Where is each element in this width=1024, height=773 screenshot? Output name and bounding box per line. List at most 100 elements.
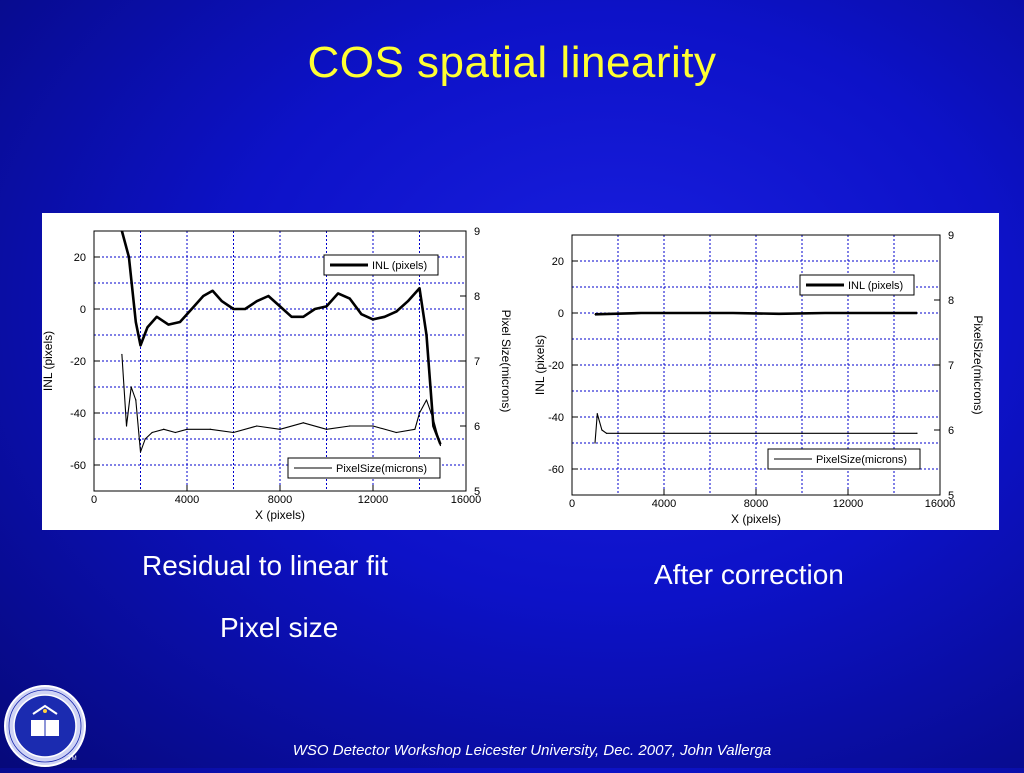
trademark-mark: TM bbox=[68, 756, 77, 762]
caption-pixel-size: Pixel size bbox=[220, 612, 339, 643]
data-point bbox=[302, 316, 304, 318]
y-tick-label: -60 bbox=[70, 460, 86, 472]
data-point bbox=[372, 425, 374, 427]
data-point bbox=[418, 287, 421, 289]
data-point bbox=[778, 313, 780, 315]
legend-box bbox=[323, 254, 439, 276]
y2-axis-label: Pixel Size(microns) bbox=[499, 310, 513, 413]
charts-svg: 0 4000 8000 12000 16000 20 0 -20 -40 -60 9 8 7 6 5 X (p… bbox=[42, 226, 985, 526]
legend-label: PixelSize(microns) bbox=[336, 463, 427, 475]
y-tick-label: 20 bbox=[552, 256, 564, 268]
series-line-pixel-size bbox=[121, 354, 441, 453]
series-line-inl bbox=[594, 311, 917, 316]
data-point bbox=[395, 431, 397, 434]
data-point bbox=[916, 312, 918, 314]
y2-tick-label: 7 bbox=[474, 356, 480, 368]
data-point bbox=[709, 432, 711, 434]
data-point bbox=[139, 451, 142, 453]
x-tick-label: 0 bbox=[91, 494, 97, 506]
data-point bbox=[135, 321, 137, 323]
series-line-pixel-size bbox=[594, 413, 917, 444]
y-tick-label: -40 bbox=[548, 412, 564, 424]
data-point bbox=[121, 230, 123, 232]
y2-tick-label: 5 bbox=[948, 490, 954, 502]
data-point bbox=[174, 431, 176, 434]
data-point bbox=[418, 412, 421, 414]
data-point bbox=[191, 308, 193, 310]
data-point bbox=[151, 431, 153, 434]
data-point bbox=[186, 428, 188, 430]
data-point bbox=[325, 428, 328, 430]
data-point bbox=[267, 295, 269, 297]
data-point bbox=[439, 444, 442, 447]
y-tick-label: 0 bbox=[80, 304, 86, 316]
data-point bbox=[325, 305, 328, 307]
data-point bbox=[139, 344, 142, 346]
data-point bbox=[686, 312, 688, 314]
data-point bbox=[167, 324, 169, 326]
data-point bbox=[232, 431, 235, 434]
data-point bbox=[221, 300, 223, 302]
data-point bbox=[156, 316, 158, 318]
data-point bbox=[801, 432, 803, 434]
data-point bbox=[425, 334, 428, 336]
data-point bbox=[893, 432, 895, 434]
university-seal-icon bbox=[3, 684, 87, 773]
data-point bbox=[372, 318, 374, 320]
data-point bbox=[279, 428, 281, 430]
data-point bbox=[432, 425, 435, 427]
data-point bbox=[594, 442, 596, 444]
y-tick-label: -20 bbox=[548, 360, 564, 372]
y2-tick-label: 8 bbox=[948, 295, 954, 307]
legend-box bbox=[767, 448, 921, 470]
x-tick-label: 8000 bbox=[268, 494, 292, 506]
legend-label: INL (pixels) bbox=[372, 260, 427, 272]
data-point bbox=[302, 422, 304, 424]
x-tick-label: 4000 bbox=[175, 494, 199, 506]
x-tick-label: 16000 bbox=[451, 494, 482, 506]
y2-tick-label: 6 bbox=[474, 421, 480, 433]
x-tick-label: 8000 bbox=[744, 498, 768, 510]
legend-box bbox=[799, 274, 915, 296]
y2-tick-label: 6 bbox=[948, 425, 954, 437]
data-point bbox=[640, 312, 642, 314]
slide-title: COS spatial linearity bbox=[307, 38, 717, 87]
data-point bbox=[755, 432, 757, 434]
data-point bbox=[425, 399, 428, 401]
data-point bbox=[232, 308, 235, 310]
x-tick-label: 0 bbox=[569, 498, 575, 510]
data-point bbox=[601, 429, 603, 431]
data-point bbox=[596, 413, 598, 415]
data-point bbox=[144, 438, 146, 440]
y2-axis-label: PixelSize(microns) bbox=[971, 315, 985, 414]
data-point bbox=[244, 308, 246, 310]
data-point bbox=[121, 353, 123, 356]
charts-panel: 0 4000 8000 12000 16000 20 0 -20 -40 -60 9 8 7 6 5 X (p… bbox=[42, 213, 999, 530]
data-point bbox=[414, 428, 416, 430]
data-point bbox=[291, 316, 293, 318]
caption-residual: Residual to linear fit bbox=[142, 550, 388, 581]
data-point bbox=[916, 432, 918, 434]
y-tick-label: -60 bbox=[548, 464, 564, 476]
data-point bbox=[256, 425, 258, 427]
y2-tick-label: 8 bbox=[474, 291, 480, 303]
data-point bbox=[360, 313, 362, 315]
data-point bbox=[125, 425, 128, 427]
legend-label: PixelSize(microns) bbox=[816, 454, 907, 466]
y2-tick-label: 5 bbox=[474, 486, 480, 498]
x-axis-label: X (pixels) bbox=[731, 512, 781, 526]
data-point bbox=[732, 312, 734, 314]
y-axis-label: INL (pixels) bbox=[42, 331, 55, 391]
y2-tick-label: 9 bbox=[948, 230, 954, 242]
y-tick-label: -20 bbox=[70, 356, 86, 368]
data-point bbox=[432, 418, 435, 421]
legend-box bbox=[287, 457, 441, 479]
data-point bbox=[211, 290, 214, 292]
data-point bbox=[179, 321, 181, 323]
x-tick-label: 16000 bbox=[925, 498, 956, 510]
data-point bbox=[135, 399, 137, 401]
data-point bbox=[314, 308, 316, 310]
data-point bbox=[824, 312, 826, 314]
y-axis-label: INL (pixels) bbox=[533, 335, 547, 395]
caption-after-correction: After correction bbox=[654, 559, 844, 590]
